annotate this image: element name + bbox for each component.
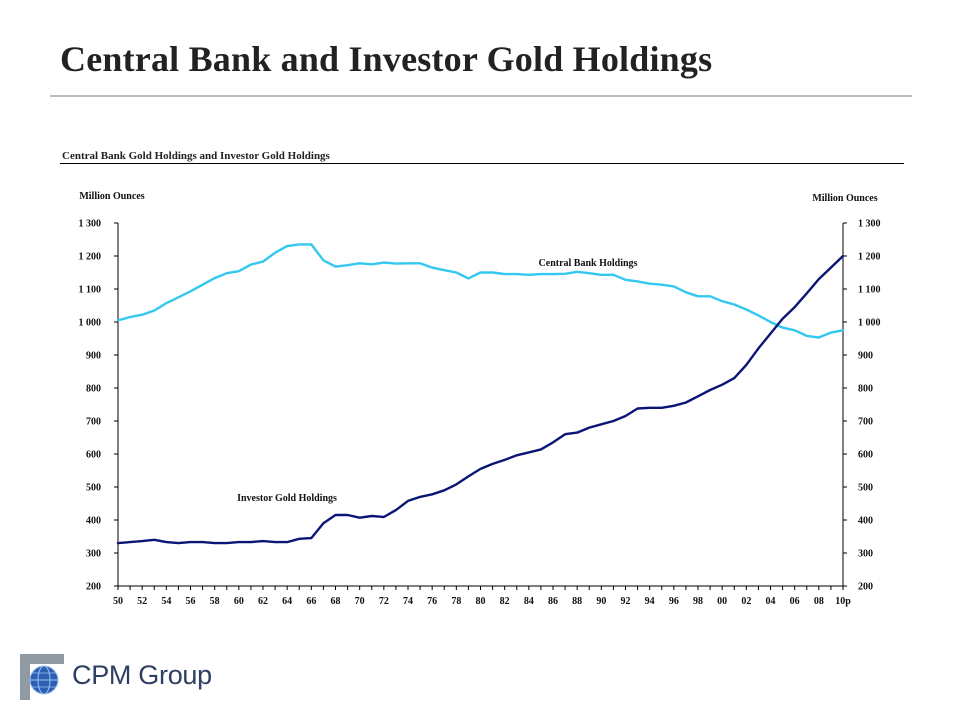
- x-tick-label: 58: [210, 596, 220, 607]
- logo-text: CPM Group: [72, 660, 212, 690]
- left-y-tick-label: 900: [86, 351, 101, 362]
- x-tick-label: 78: [451, 596, 461, 607]
- left-y-tick-label: 600: [86, 450, 101, 461]
- annotation-layer: Central Bank Holdings Investor Gold Hold…: [237, 258, 637, 504]
- x-tick-label: 52: [137, 596, 147, 607]
- x-tick-label: 00: [717, 596, 727, 607]
- x-tick-label: 54: [161, 596, 171, 607]
- right-y-tick-label: 1 000: [858, 318, 881, 329]
- x-tick-label: 10p: [835, 596, 851, 607]
- left-y-tick-label: 400: [86, 516, 101, 527]
- left-y-tick-label: 500: [86, 483, 101, 494]
- left-y-tick-label: 1 200: [79, 252, 102, 263]
- x-tick-label: 96: [669, 596, 679, 607]
- x-tick-label: 08: [814, 596, 824, 607]
- central-bank-annotation: Central Bank Holdings: [539, 258, 638, 269]
- right-y-tick-label: 1 100: [858, 285, 881, 296]
- right-y-tick-label: 500: [858, 483, 873, 494]
- x-tick-label: 68: [331, 596, 341, 607]
- right-axis-label: Million Ounces: [812, 193, 877, 204]
- x-tick-label: 90: [596, 596, 606, 607]
- x-tick-label: 72: [379, 596, 389, 607]
- x-tick-label: 60: [234, 596, 244, 607]
- x-tick-label: 98: [693, 596, 703, 607]
- investor-annotation: Investor Gold Holdings: [237, 493, 337, 504]
- x-tick-label: 74: [403, 596, 413, 607]
- x-tick-label: 70: [355, 596, 365, 607]
- right-y-tick-label: 1 300: [858, 219, 881, 230]
- x-tick-label: 80: [476, 596, 486, 607]
- x-tick-label: 62: [258, 596, 268, 607]
- x-tick-label: 50: [113, 596, 123, 607]
- chart-title-divider: [60, 163, 904, 164]
- left-y-tick-label: 1 000: [79, 318, 102, 329]
- x-tick-label: 06: [790, 596, 800, 607]
- x-tick-label: 92: [621, 596, 631, 607]
- right-y-tick-label: 300: [858, 549, 873, 560]
- x-tick-label: 64: [282, 596, 292, 607]
- right-y-tick-label: 1 200: [858, 252, 881, 263]
- x-tick-label: 76: [427, 596, 437, 607]
- right-y-tick-label: 800: [858, 384, 873, 395]
- page-title: Central Bank and Investor Gold Holdings: [60, 39, 713, 79]
- left-y-tick-label: 1 100: [79, 285, 102, 296]
- title-divider: [50, 95, 912, 97]
- left-y-tick-label: 800: [86, 384, 101, 395]
- x-tick-label: 94: [645, 596, 655, 607]
- central-bank-holdings-line: [116, 243, 845, 339]
- right-y-tick-label: 400: [858, 516, 873, 527]
- right-y-tick-label: 900: [858, 351, 873, 362]
- right-y-tick-label: 600: [858, 450, 873, 461]
- x-tick-label: 04: [766, 596, 776, 607]
- series-layer: [116, 243, 845, 545]
- x-tick-label: 86: [548, 596, 558, 607]
- right-y-tick-label: 200: [858, 582, 873, 593]
- left-y-tick-label: 200: [86, 582, 101, 593]
- cpm-logo: [20, 654, 64, 700]
- investor-gold-holdings-line: [116, 254, 845, 545]
- x-tick-label: 66: [306, 596, 316, 607]
- x-tick-label: 88: [572, 596, 582, 607]
- left-y-tick-label: 300: [86, 549, 101, 560]
- x-tick-label: 82: [500, 596, 510, 607]
- x-tick-label: 56: [186, 596, 196, 607]
- left-axis-label: Million Ounces: [79, 191, 144, 202]
- globe-icon: [29, 664, 64, 700]
- x-tick-label: 02: [741, 596, 751, 607]
- right-y-tick-label: 700: [858, 417, 873, 428]
- left-y-tick-label: 1 300: [79, 219, 102, 230]
- left-y-tick-label: 700: [86, 417, 101, 428]
- chart-title: Central Bank Gold Holdings and Investor …: [62, 150, 330, 162]
- x-tick-label: 84: [524, 596, 534, 607]
